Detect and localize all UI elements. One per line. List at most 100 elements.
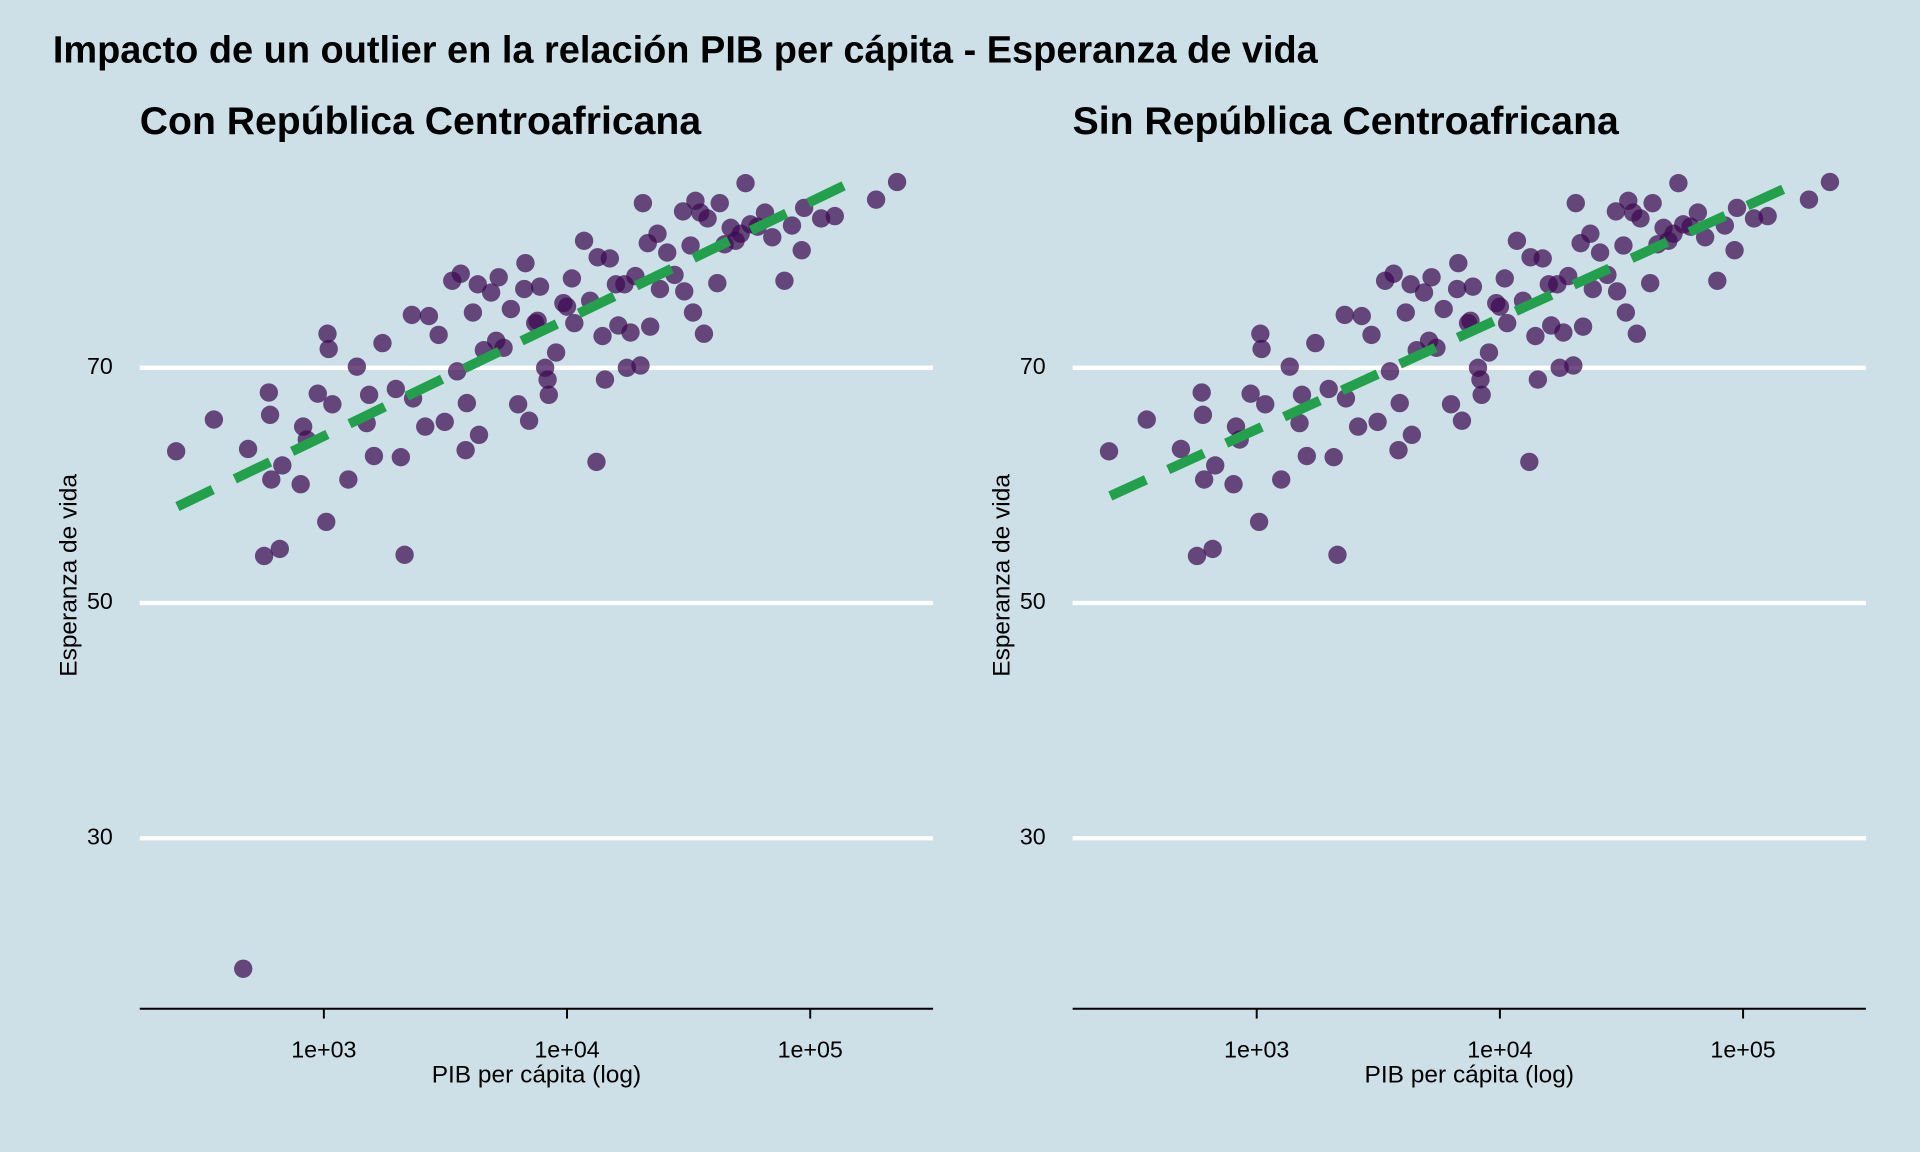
point — [1241, 384, 1260, 403]
point — [1384, 264, 1403, 283]
point — [1463, 277, 1483, 296]
point — [1526, 326, 1545, 346]
point — [1224, 475, 1243, 494]
point — [683, 303, 703, 322]
point — [866, 190, 886, 209]
point — [1368, 412, 1387, 432]
point — [1727, 198, 1747, 218]
point — [1252, 339, 1271, 359]
point — [1402, 425, 1422, 445]
point — [1336, 389, 1356, 408]
point — [1566, 193, 1585, 213]
point — [1272, 470, 1291, 489]
point — [238, 439, 258, 459]
point — [811, 209, 831, 228]
point — [1352, 306, 1371, 326]
y-axis-label: Esperanza de vida — [988, 474, 1015, 677]
point — [617, 358, 637, 377]
point — [317, 512, 336, 532]
point — [710, 193, 729, 213]
y-axis-label: Esperanza de vida — [55, 474, 82, 677]
point — [1297, 446, 1316, 466]
point — [1290, 413, 1309, 433]
point — [1380, 362, 1400, 381]
point — [391, 448, 411, 467]
point — [1319, 379, 1338, 399]
point — [260, 405, 280, 425]
point — [373, 333, 392, 353]
point — [1564, 356, 1583, 375]
point — [339, 470, 358, 489]
point — [587, 452, 606, 472]
point — [1495, 269, 1514, 288]
point — [736, 173, 755, 193]
point — [1441, 395, 1461, 414]
point — [1328, 545, 1347, 564]
point — [565, 313, 584, 333]
point — [528, 311, 547, 330]
point — [698, 209, 717, 228]
point — [516, 253, 535, 273]
point — [291, 475, 310, 494]
x-tick-label: 1e+05 — [778, 1037, 843, 1063]
point — [825, 206, 844, 226]
point — [323, 395, 342, 414]
point — [501, 299, 521, 319]
point — [419, 306, 439, 326]
point — [402, 305, 422, 325]
point — [1643, 193, 1662, 213]
x-tick-label: 1e+04 — [1467, 1037, 1532, 1063]
x-axis-label: PIB per cápita (log) — [432, 1062, 641, 1089]
point — [489, 268, 508, 287]
figure-title: Impacto de un outlier en la relación PIB… — [53, 30, 1319, 72]
point — [539, 385, 558, 405]
point — [1708, 271, 1727, 290]
point — [1573, 317, 1593, 336]
point — [1479, 343, 1499, 362]
point — [1533, 249, 1552, 268]
y-tick-label: 50 — [1020, 588, 1046, 614]
point — [1472, 385, 1491, 405]
point — [681, 236, 700, 255]
x-tick-label: 1e+03 — [291, 1037, 356, 1063]
point — [673, 202, 693, 221]
point — [1362, 325, 1381, 345]
point — [1688, 203, 1708, 222]
point — [1471, 370, 1490, 389]
panel-title: Con República Centroafricana — [140, 100, 703, 143]
point — [468, 275, 487, 294]
point — [359, 385, 379, 405]
point — [775, 271, 794, 290]
point — [435, 412, 454, 432]
point — [1554, 323, 1573, 342]
point — [1192, 383, 1211, 402]
point — [782, 216, 802, 235]
point — [1099, 442, 1119, 461]
point — [1695, 228, 1715, 247]
point — [631, 356, 650, 375]
point — [650, 279, 670, 299]
point — [481, 283, 501, 302]
point — [658, 243, 677, 262]
point — [273, 456, 292, 475]
point — [1550, 358, 1569, 377]
point — [1631, 209, 1650, 228]
point — [515, 279, 534, 299]
point — [1520, 452, 1539, 472]
point — [262, 470, 281, 489]
point — [1306, 333, 1325, 353]
point — [254, 546, 274, 566]
point — [1187, 546, 1207, 566]
point — [463, 303, 483, 322]
point — [1449, 253, 1468, 273]
point — [386, 379, 406, 399]
point — [574, 231, 594, 250]
point — [457, 393, 477, 413]
point — [1581, 224, 1600, 243]
point — [562, 269, 582, 288]
point — [1389, 440, 1408, 460]
point — [204, 410, 224, 429]
point — [1194, 470, 1214, 489]
point — [1256, 395, 1275, 414]
point — [1206, 456, 1225, 475]
